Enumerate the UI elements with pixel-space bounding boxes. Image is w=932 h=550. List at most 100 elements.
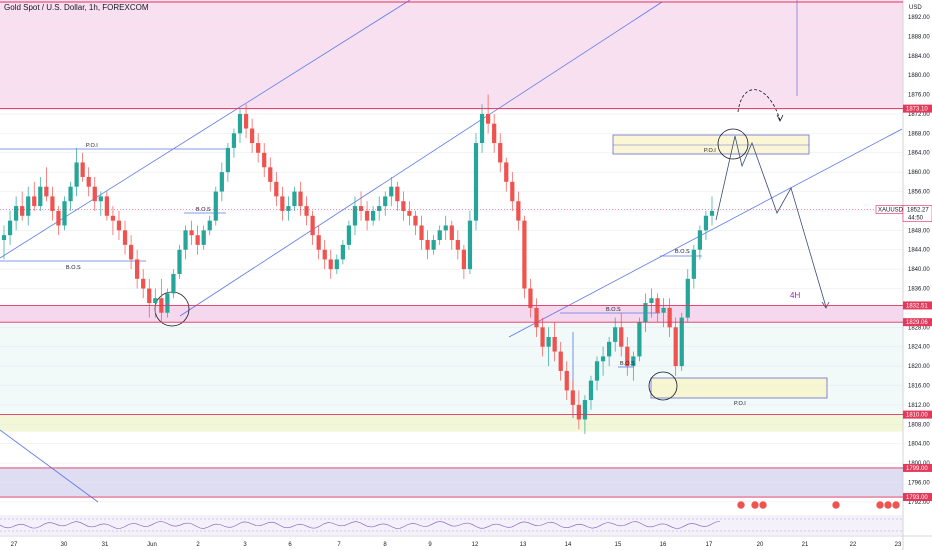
- symbol-label: XAUUSD: [878, 208, 904, 214]
- candle-body: [171, 273, 176, 294]
- poi-zone-lower[interactable]: [650, 377, 828, 399]
- label-poi-upper: P.O.I: [704, 148, 716, 154]
- candle-body: [20, 206, 25, 216]
- annotation-labels: P.O.I B.O.S B.O.S P.O.I B.O.S B.O.S B.O.…: [66, 143, 800, 407]
- candle-body: [661, 307, 666, 313]
- candle-body: [92, 186, 97, 202]
- candle-body: [576, 404, 581, 420]
- candle-body: [207, 220, 212, 231]
- candle-body: [201, 230, 206, 245]
- candle-body: [516, 201, 521, 221]
- price-level-badge: [903, 104, 932, 113]
- candle-body: [443, 225, 448, 231]
- candle-body: [703, 215, 709, 231]
- us-event-icon[interactable]: [750, 500, 760, 510]
- price-tick-label: 1820.00: [908, 364, 930, 370]
- poi-zone-upper[interactable]: [612, 134, 810, 155]
- candle-body: [643, 303, 648, 323]
- price-level-badge: [903, 318, 932, 327]
- price-tick-label: 1876.00: [908, 93, 930, 99]
- price-tick-label: 1804.00: [908, 442, 930, 448]
- us-event-icon[interactable]: [736, 500, 746, 510]
- candle-body: [607, 341, 612, 357]
- price-tick-label: 1796.00: [908, 480, 930, 486]
- candle-body: [316, 235, 321, 250]
- candle-body: [528, 288, 533, 308]
- candle-body: [322, 249, 327, 260]
- time-tick-label: 9: [428, 542, 432, 548]
- chart-title: Gold Spot / U.S. Dollar, 1h, FOREXCOM: [4, 3, 149, 12]
- candle-body: [594, 361, 600, 381]
- circle-marker-poi[interactable]: [648, 371, 678, 401]
- price-level-badge: [903, 493, 932, 502]
- candle-body: [50, 196, 55, 211]
- trendline-lower[interactable]: [0, 429, 99, 503]
- candle-body: [346, 225, 352, 245]
- label-bos-low: B.O.S: [620, 361, 635, 367]
- price-scale[interactable]: 1792.001796.001800.001804.001808.001812.…: [908, 15, 930, 506]
- current-price-value: 1852.27: [907, 208, 929, 214]
- candle-body: [62, 201, 67, 226]
- candle-body: [249, 128, 255, 144]
- projection-arrowhead: [821, 301, 830, 309]
- circle-marker-high[interactable]: [717, 128, 749, 160]
- candle-body: [625, 346, 630, 367]
- us-event-icon[interactable]: [891, 500, 901, 510]
- price-level-badge: [903, 410, 932, 419]
- candle-body: [274, 181, 279, 197]
- candle-body: [619, 327, 624, 347]
- us-event-icon[interactable]: [883, 500, 893, 510]
- price-zone: [0, 0, 903, 109]
- candle-body: [110, 215, 116, 221]
- candle-body: [153, 298, 158, 304]
- candle-body: [558, 351, 563, 371]
- us-event-icon[interactable]: [831, 500, 841, 510]
- time-tick-label: 3: [243, 542, 247, 548]
- candle-body: [183, 230, 188, 250]
- candle-body: [352, 206, 358, 226]
- price-level-text: 1793.00: [906, 495, 928, 501]
- current-price-badge: XAUUSD 1852.27 44:50: [875, 205, 932, 222]
- us-event-icon[interactable]: [758, 500, 768, 510]
- price-zone: [0, 322, 903, 415]
- event-icons[interactable]: [736, 500, 901, 510]
- projection-path[interactable]: [715, 135, 827, 308]
- candlestick-series: [1, 94, 715, 434]
- price-tick-label: 1844.00: [908, 248, 930, 254]
- candle-body: [364, 210, 370, 221]
- candle-body: [552, 337, 557, 352]
- candle-body: [479, 113, 485, 144]
- price-level-text: 1810.00: [906, 413, 928, 419]
- candle-body: [98, 196, 103, 202]
- candle-body: [631, 356, 636, 367]
- time-tick-label: 12: [472, 542, 479, 548]
- time-tick-label: 16: [660, 542, 667, 548]
- dashed-arc-arrow[interactable]: [737, 89, 781, 121]
- candle-body: [135, 259, 140, 279]
- oscillator-background: [0, 515, 903, 535]
- candle-body: [504, 162, 509, 182]
- price-tick-label: 1792.00: [908, 500, 930, 506]
- price-level-text: 1799.00: [906, 466, 928, 472]
- time-tick-label: 2: [196, 542, 200, 548]
- candle-body: [473, 143, 479, 221]
- candle-body: [292, 191, 297, 207]
- price-level-badge: [903, 301, 932, 310]
- candle-body: [613, 327, 618, 342]
- channel-line-lower-left[interactable]: [179, 1, 663, 317]
- candle-body: [667, 307, 672, 328]
- price-tick-label: 1848.00: [908, 228, 930, 234]
- channel-line-right[interactable]: [508, 128, 903, 338]
- candle-body: [510, 181, 515, 202]
- channel-line-upper-left[interactable]: [0, 0, 411, 259]
- drawing-tools[interactable]: [0, 0, 903, 503]
- candle-body: [564, 370, 569, 391]
- time-tick-label: 17: [706, 542, 713, 548]
- candle-body: [685, 278, 690, 318]
- candle-body: [13, 206, 19, 221]
- oscillator-line: [0, 521, 721, 529]
- us-event-icon[interactable]: [875, 500, 885, 510]
- price-level-text: 1832.51: [906, 303, 928, 309]
- time-scale[interactable]: 27 30 31 Jun 2 3 6 7 8 9 12 13 14 15 16 17 20 21 22 23: [11, 542, 902, 548]
